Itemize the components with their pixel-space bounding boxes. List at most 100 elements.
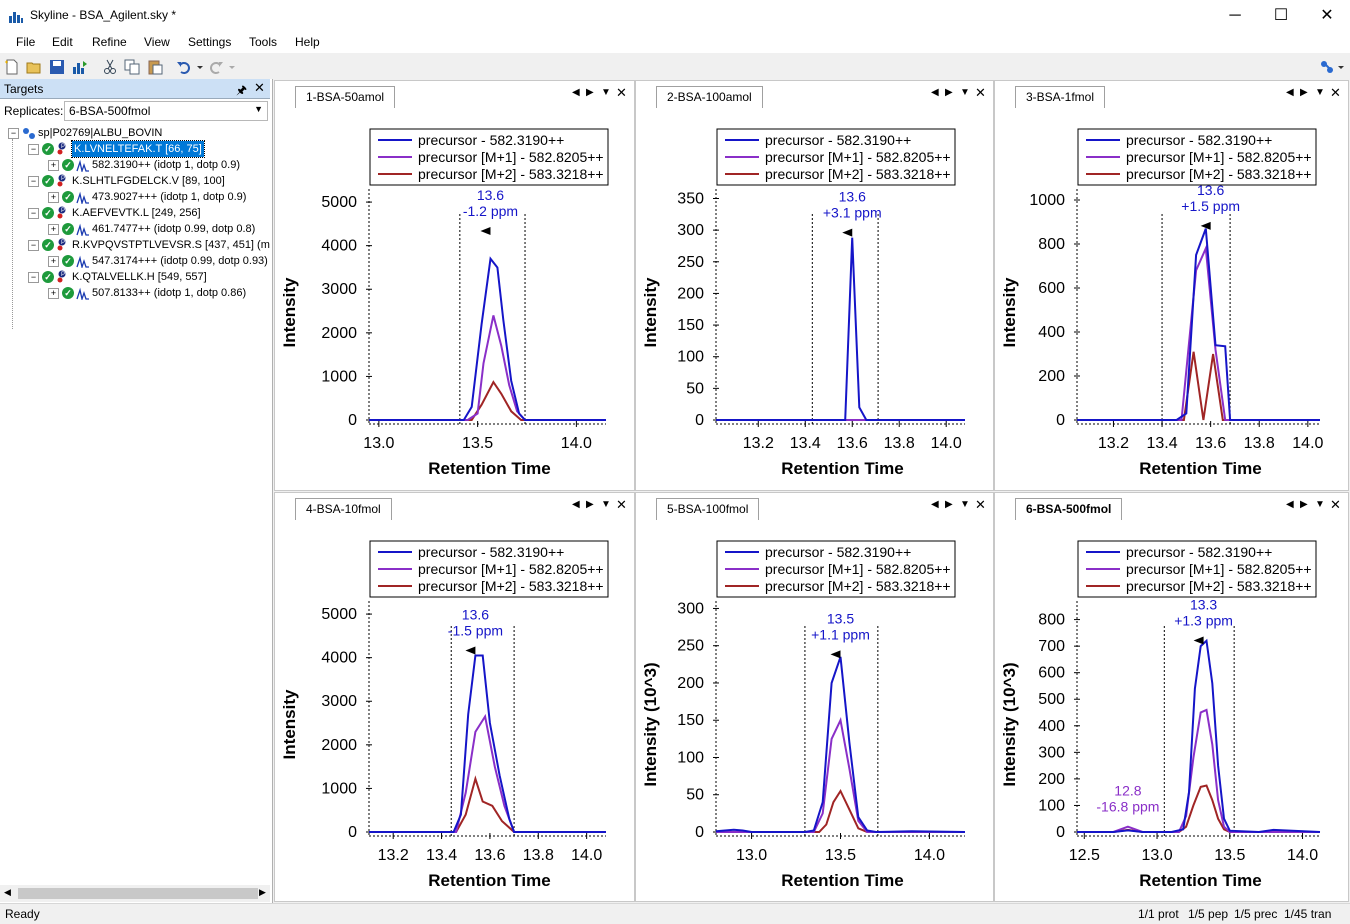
graph-tab[interactable]: 2-BSA-100amol [656,86,763,108]
redo-icon[interactable] [208,59,224,75]
x-tick-label: 13.2 [743,435,774,452]
tree-precursor[interactable]: 547.3174+++ (idotp 0.99, dotp 0.93) [92,255,268,267]
next-graph-icon[interactable]: ▶ [586,499,594,510]
close-graph-icon[interactable]: ✕ [616,497,627,512]
tree-peptide[interactable]: K.LVNELTEFAK.T [66, 75] [71,140,205,158]
menu-edit[interactable]: Edit [52,35,73,49]
undo-icon[interactable] [176,59,192,75]
tree-precursor[interactable]: 461.7477++ (idotp 0.99, dotp 0.8) [92,223,256,235]
replicates-dropdown[interactable]: 6-BSA-500fmol ▼ [64,101,268,121]
chromatogram-pane[interactable]: 2-BSA-100amol ◀ ▶ ▼ ✕ 0 50 100 150 200 250 300 350 13… [635,80,994,491]
scroll-right-icon[interactable]: ▶ [259,887,266,897]
graph-menu-icon[interactable]: ▼ [1315,499,1325,510]
scroll-left-icon[interactable]: ◀ [4,887,11,897]
peak-marker-icon [480,227,491,236]
save-icon[interactable] [49,59,65,75]
close-graph-icon[interactable]: ✕ [975,85,986,100]
next-graph-icon[interactable]: ▶ [945,87,953,98]
next-graph-icon[interactable]: ▶ [1300,499,1308,510]
series-line-m1 [369,315,606,421]
peak-marker-icon [465,646,476,655]
menu-tools[interactable]: Tools [249,35,278,49]
menu-view[interactable]: View [144,35,170,49]
next-graph-icon[interactable]: ▶ [586,87,594,98]
expand-toggle-icon[interactable]: + [48,256,59,267]
graph-menu-icon[interactable]: ▼ [1315,87,1325,98]
expand-toggle-icon[interactable]: − [28,208,39,219]
chromatogram-pane[interactable]: 4-BSA-10fmol ◀ ▶ ▼ ✕ 0 1000 2000 3000 4000 5000 13.… [274,492,635,902]
graph-menu-icon[interactable]: ▼ [960,499,970,510]
y-tick-label: 400 [1038,324,1065,341]
tree-precursor[interactable]: 507.8133++ (idotp 1, dotp 0.86) [92,287,247,299]
prev-graph-icon[interactable]: ◀ [931,87,939,98]
tree-peptide[interactable]: R.KVPQVSTPTLVEVSR.S [437, 451] (m [72,239,270,251]
scrollbar-thumb[interactable] [18,888,258,899]
graph-menu-icon[interactable]: ▼ [601,87,611,98]
peptide-structure-icon[interactable] [1320,59,1336,75]
expand-toggle-icon[interactable]: − [28,176,39,187]
tree-precursor[interactable]: 582.3190++ (idotp 1, dotp 0.9) [92,159,241,171]
redo-dropdown-icon[interactable] [228,59,236,75]
cut-icon[interactable] [102,59,118,75]
menu-refine[interactable]: Refine [92,35,127,49]
graph-tab[interactable]: 4-BSA-10fmol [295,498,392,520]
prev-graph-icon[interactable]: ◀ [572,87,580,98]
expand-toggle-icon[interactable]: + [48,192,59,203]
prev-graph-icon[interactable]: ◀ [572,499,580,510]
y-tick-label: 100 [677,749,704,766]
graph-tab[interactable]: 3-BSA-1fmol [1015,86,1106,108]
menu-settings[interactable]: Settings [188,35,232,49]
prev-graph-icon[interactable]: ◀ [1286,499,1294,510]
tree-peptide[interactable]: K.QTALVELLK.H [549, 557] [72,271,207,283]
horizontal-scrollbar[interactable]: ◀ ▶ [0,885,270,902]
close-window-button[interactable]: ✕ [1320,7,1334,24]
next-graph-icon[interactable]: ▶ [945,499,953,510]
open-folder-icon[interactable] [26,59,42,75]
expand-toggle-icon[interactable]: − [8,128,19,139]
graph-tab[interactable]: 1-BSA-50amol [295,86,396,108]
close-graph-icon[interactable]: ✕ [616,85,627,100]
status-bar: Ready 1/1 prot 1/5 pep 1/5 prec 1/45 tra… [0,903,1350,924]
graph-menu-icon[interactable]: ▼ [960,87,970,98]
tree-peptide[interactable]: K.AEFVEVTK.L [249, 256] [72,207,201,219]
expand-toggle-icon[interactable]: − [28,144,39,155]
chromatogram-pane[interactable]: 5-BSA-100fmol ◀ ▶ ▼ ✕ 0 50 100 150 200 250 300 13.0 1… [635,492,994,902]
pin-icon[interactable]: 🖈 [236,83,248,97]
minimize-button[interactable]: ─ [1229,7,1241,24]
expand-toggle-icon[interactable]: − [28,240,39,251]
graph-tab[interactable]: 6-BSA-500fmol [1015,498,1123,520]
next-graph-icon[interactable]: ▶ [1300,87,1308,98]
paste-icon[interactable] [147,59,163,75]
prev-graph-icon[interactable]: ◀ [1286,87,1294,98]
chromatogram-pane[interactable]: 6-BSA-500fmol ◀ ▶ ▼ ✕ 0 100 200 300 400 500 600 700 8… [994,492,1349,902]
maximize-button[interactable]: ☐ [1273,7,1289,24]
tree-precursor[interactable]: 473.9027+++ (idotp 1, dotp 0.9) [92,191,247,203]
graph-tab[interactable]: 5-BSA-100fmol [656,498,760,520]
import-results-icon[interactable] [72,59,88,75]
chromatogram-pane[interactable]: 3-BSA-1fmol ◀ ▶ ▼ ✕ 0 200 400 600 800 1000 13.2 13.4… [994,80,1349,491]
close-panel-icon[interactable]: ✕ [254,80,265,95]
expand-toggle-icon[interactable]: + [48,160,59,171]
undo-dropdown-icon[interactable] [196,59,204,75]
precursor-peak-icon [76,191,89,204]
menu-help[interactable]: Help [295,35,320,49]
title-bar: Skyline - BSA_Agilent.sky * ─ ☐ ✕ [0,0,1350,32]
new-document-icon[interactable] [4,59,20,75]
targets-tree[interactable]: − sp|P02769|ALBU_BOVIN − ✓ P K.LVNELTEFAK.T [… [0,123,270,883]
graph-menu-icon[interactable]: ▼ [601,499,611,510]
close-graph-icon[interactable]: ✕ [975,497,986,512]
expand-toggle-icon[interactable]: + [48,288,59,299]
close-graph-icon[interactable]: ✕ [1330,497,1341,512]
copy-icon[interactable] [124,59,140,75]
expand-toggle-icon[interactable]: − [28,272,39,283]
tree-peptide[interactable]: K.SLHTLFGDELCK.V [89, 100] [72,175,225,187]
chromatogram-pane[interactable]: 1-BSA-50amol ◀ ▶ ▼ ✕ 0 1000 2000 3000 4000 5000 13.… [274,80,635,491]
peptide-structure-dropdown-icon[interactable] [1337,59,1345,75]
close-graph-icon[interactable]: ✕ [1330,85,1341,100]
legend-label: precursor - 582.3190++ [765,544,911,560]
menu-file[interactable]: File [16,35,36,49]
expand-toggle-icon[interactable]: + [48,224,59,235]
prev-graph-icon[interactable]: ◀ [931,499,939,510]
chromatogram-chart: 0 1000 2000 3000 4000 5000 13.2 13.4 13.6 13.8 14.… [280,540,609,890]
tree-protein[interactable]: sp|P02769|ALBU_BOVIN [38,127,163,139]
